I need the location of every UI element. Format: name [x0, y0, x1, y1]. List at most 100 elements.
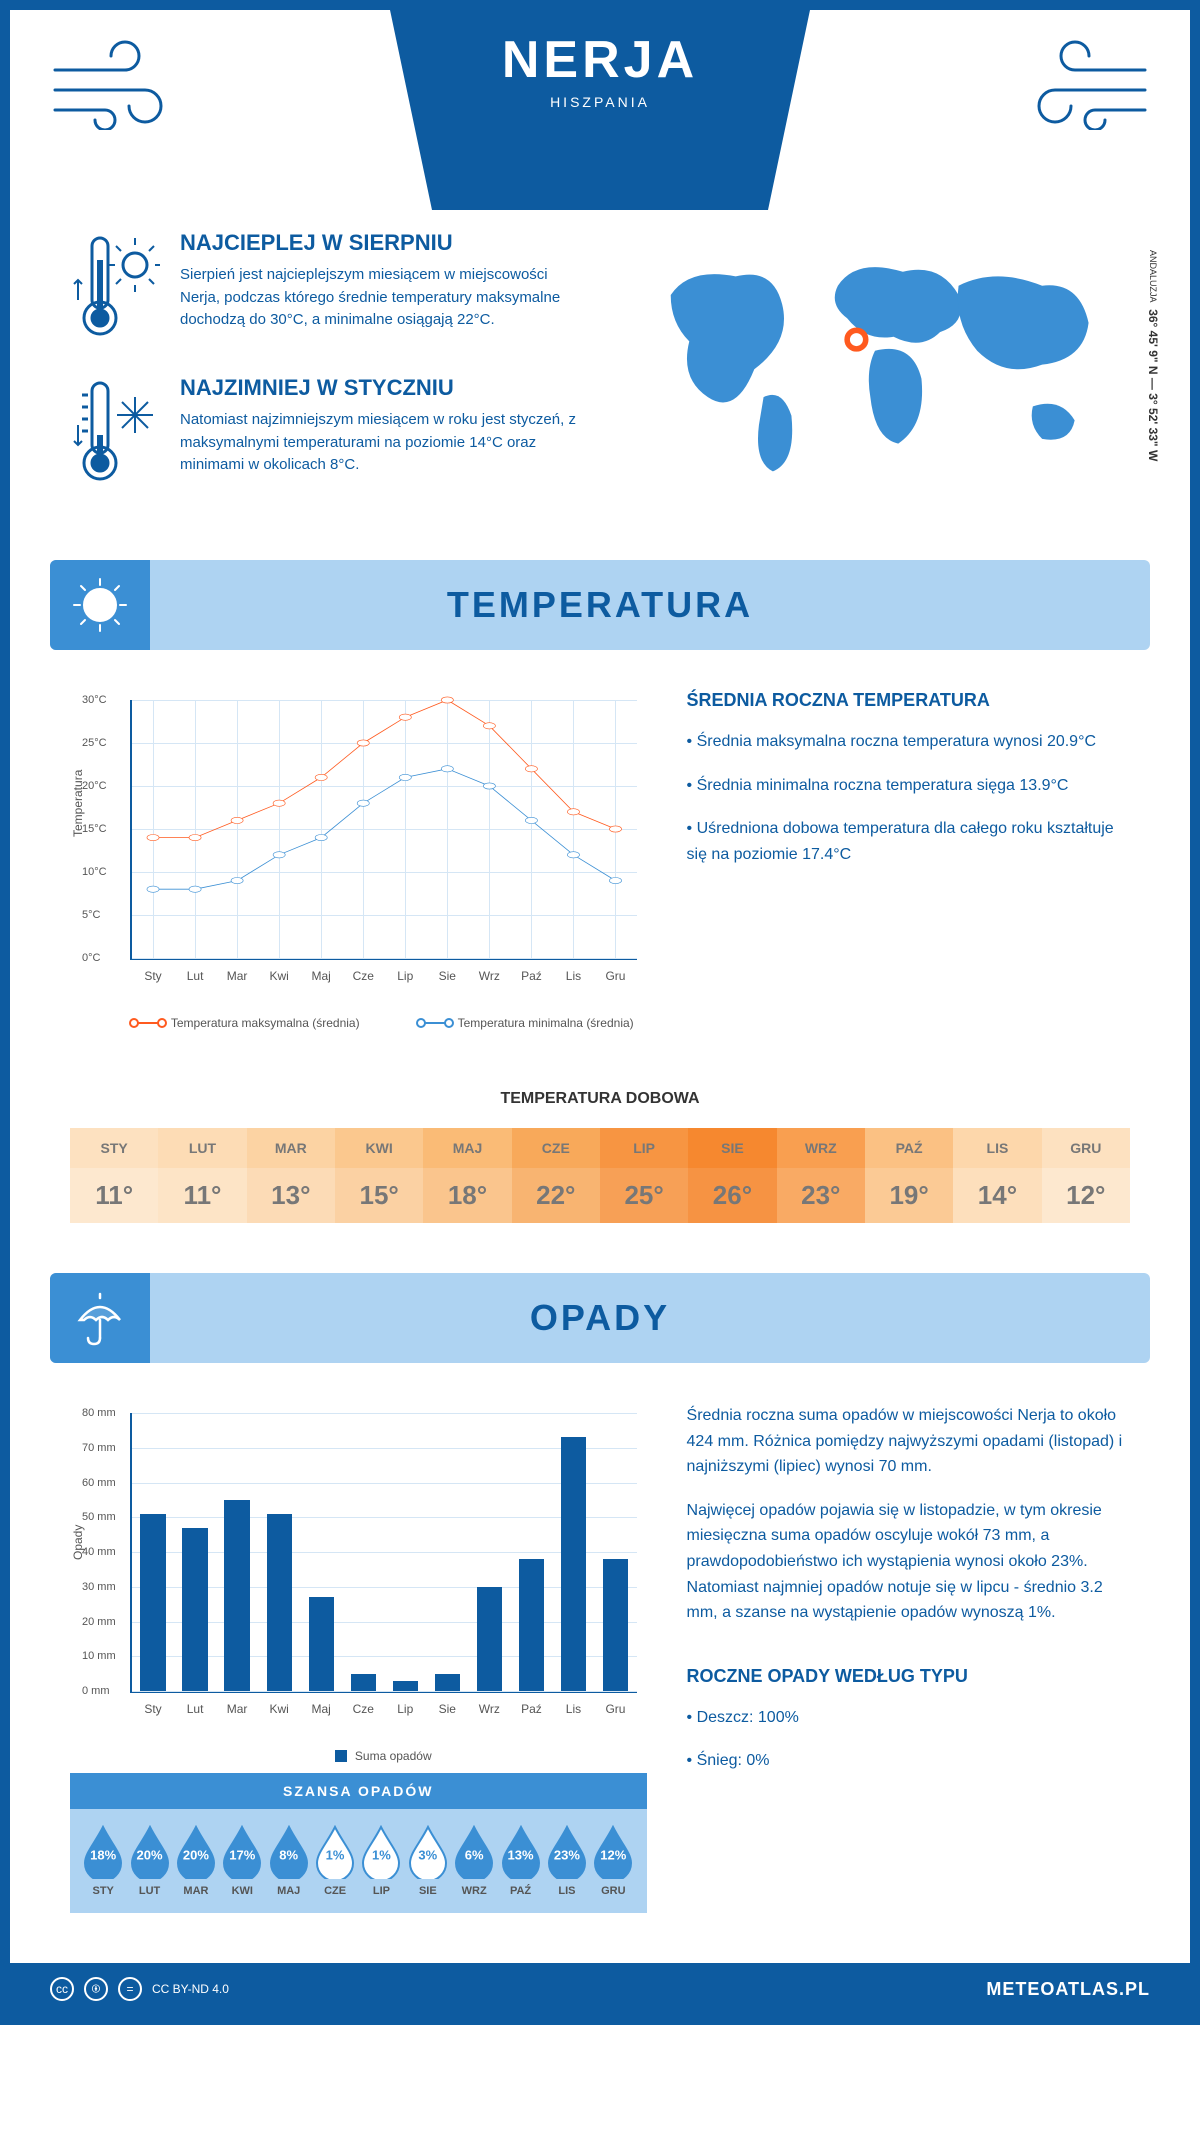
sun-icon	[50, 560, 150, 650]
cc-icon: cc	[50, 1977, 74, 2001]
chance-item: 20% MAR	[173, 1825, 219, 1897]
precip-p1: Średnia roczna suma opadów w miejscowośc…	[687, 1403, 1130, 1480]
license-block: cc 🅯 = CC BY-ND 4.0	[50, 1977, 229, 2001]
raindrop-icon: 1%	[359, 1825, 403, 1879]
thermometer-hot-icon	[70, 230, 160, 345]
precipitation-title: OPADY	[150, 1297, 1150, 1339]
wind-icon-right	[1020, 40, 1150, 130]
precip-bar	[519, 1559, 544, 1691]
by-icon: 🅯	[84, 1977, 108, 2001]
intro-section: NAJCIEPLEJ W SIERPNIU Sierpień jest najc…	[10, 210, 1190, 560]
precip-bar	[224, 1500, 249, 1691]
coordinates: ANDALUZJA 36° 45' 9" N — 3° 52' 33" W	[1146, 250, 1160, 461]
raindrop-icon: 12%	[591, 1825, 635, 1879]
temperature-summary: ŚREDNIA ROCZNA TEMPERATURA • Średnia mak…	[687, 690, 1130, 1030]
month-temp-value: 15°	[335, 1168, 423, 1223]
hot-title: NAJCIEPLEJ W SIERPNIU	[180, 230, 580, 256]
cold-title: NAJZIMNIEJ W STYCZNIU	[180, 375, 580, 401]
precip-bar	[309, 1597, 334, 1691]
raindrop-icon: 20%	[174, 1825, 218, 1879]
month-header: SIE	[688, 1128, 776, 1168]
wind-icon-left	[50, 40, 180, 130]
temperature-body: Temperatura 0°C5°C10°C15°C20°C25°C30°CSt…	[10, 650, 1190, 1070]
month-temp-value: 11°	[70, 1168, 158, 1223]
month-temp-value: 18°	[423, 1168, 511, 1223]
month-temp-value: 26°	[688, 1168, 776, 1223]
chance-item: 12% GRU	[590, 1825, 636, 1897]
daily-temp-title: TEMPERATURA DOBOWA	[70, 1090, 1130, 1108]
chance-item: 17% KWI	[219, 1825, 265, 1897]
thermometer-cold-icon	[70, 375, 160, 490]
month-header: MAR	[247, 1128, 335, 1168]
by-type-item: • Śnieg: 0%	[687, 1748, 1130, 1774]
month-temp-value: 12°	[1042, 1168, 1130, 1223]
temperature-title: TEMPERATURA	[150, 584, 1150, 626]
temp-bullet: • Uśredniona dobowa temperatura dla całe…	[687, 816, 1130, 867]
precip-bar	[267, 1514, 292, 1691]
chance-item: 1% LIP	[358, 1825, 404, 1897]
month-header: CZE	[512, 1128, 600, 1168]
cold-text: Natomiast najzimniejszym miesiącem w rok…	[180, 409, 580, 477]
raindrop-icon: 17%	[220, 1825, 264, 1879]
raindrop-icon: 8%	[267, 1825, 311, 1879]
raindrop-icon: 3%	[406, 1825, 450, 1879]
precip-bar	[435, 1674, 460, 1691]
month-header: LIS	[953, 1128, 1041, 1168]
daily-temperature-table: TEMPERATURA DOBOWA STYLUTMARKWIMAJCZELIP…	[70, 1090, 1130, 1223]
month-header: WRZ	[777, 1128, 865, 1168]
raindrop-icon: 20%	[128, 1825, 172, 1879]
raindrop-icon: 6%	[452, 1825, 496, 1879]
precip-bar	[477, 1587, 502, 1691]
hot-fact: NAJCIEPLEJ W SIERPNIU Sierpień jest najc…	[70, 230, 580, 345]
precipitation-banner: OPADY	[50, 1273, 1150, 1363]
nd-icon: =	[118, 1977, 142, 2001]
precip-p2: Najwięcej opadów pojawia się w listopadz…	[687, 1498, 1130, 1626]
hot-text: Sierpień jest najcieplejszym miesiącem w…	[180, 264, 580, 332]
chance-title: SZANSA OPADÓW	[70, 1773, 647, 1809]
month-temp-value: 25°	[600, 1168, 688, 1223]
precip-bar	[603, 1559, 628, 1691]
country-subtitle: HISZPANIA	[470, 94, 730, 110]
month-temp-value: 23°	[777, 1168, 865, 1223]
chance-item: 13% PAŹ	[497, 1825, 543, 1897]
umbrella-icon	[50, 1273, 150, 1363]
precip-bar	[351, 1674, 376, 1691]
precip-bar	[182, 1528, 207, 1691]
chance-item: 3% SIE	[405, 1825, 451, 1897]
month-header: MAJ	[423, 1128, 511, 1168]
month-temp-value: 11°	[158, 1168, 246, 1223]
month-temp-value: 22°	[512, 1168, 600, 1223]
intro-facts: NAJCIEPLEJ W SIERPNIU Sierpień jest najc…	[70, 230, 580, 520]
month-header: LIP	[600, 1128, 688, 1168]
month-temp-value: 13°	[247, 1168, 335, 1223]
precip-bar	[140, 1514, 165, 1691]
by-type-item: • Deszcz: 100%	[687, 1705, 1130, 1731]
temperature-banner: TEMPERATURA	[50, 560, 1150, 650]
cold-fact: NAJZIMNIEJ W STYCZNIU Natomiast najzimni…	[70, 375, 580, 490]
raindrop-icon: 18%	[81, 1825, 125, 1879]
precipitation-chart: Opady 0 mm10 mm20 mm30 mm40 mm50 mm60 mm…	[70, 1403, 647, 1913]
month-header: STY	[70, 1128, 158, 1168]
chance-item: 23% LIS	[544, 1825, 590, 1897]
chance-item: 20% LUT	[126, 1825, 172, 1897]
month-header: GRU	[1042, 1128, 1130, 1168]
map-panel: ANDALUZJA 36° 45' 9" N — 3° 52' 33" W	[620, 230, 1130, 520]
header: NERJA HISZPANIA	[10, 10, 1190, 210]
location-marker-icon	[847, 330, 866, 349]
site-name: METEOATLAS.PL	[986, 1979, 1150, 2000]
month-header: PAŹ	[865, 1128, 953, 1168]
raindrop-icon: 23%	[545, 1825, 589, 1879]
month-temp-value: 14°	[953, 1168, 1041, 1223]
precipitation-text: Średnia roczna suma opadów w miejscowośc…	[687, 1403, 1130, 1913]
precip-legend: Suma opadów	[130, 1749, 637, 1763]
license-text: CC BY-ND 4.0	[152, 1982, 229, 1996]
by-type-title: ROCZNE OPADY WEDŁUG TYPU	[687, 1666, 1130, 1687]
month-header: LUT	[158, 1128, 246, 1168]
month-header: KWI	[335, 1128, 423, 1168]
raindrop-icon: 1%	[313, 1825, 357, 1879]
raindrop-icon: 13%	[499, 1825, 543, 1879]
temperature-chart: Temperatura 0°C5°C10°C15°C20°C25°C30°CSt…	[70, 690, 647, 1030]
footer: cc 🅯 = CC BY-ND 4.0 METEOATLAS.PL	[10, 1963, 1190, 2015]
chance-item: 1% CZE	[312, 1825, 358, 1897]
temp-summary-title: ŚREDNIA ROCZNA TEMPERATURA	[687, 690, 1130, 711]
